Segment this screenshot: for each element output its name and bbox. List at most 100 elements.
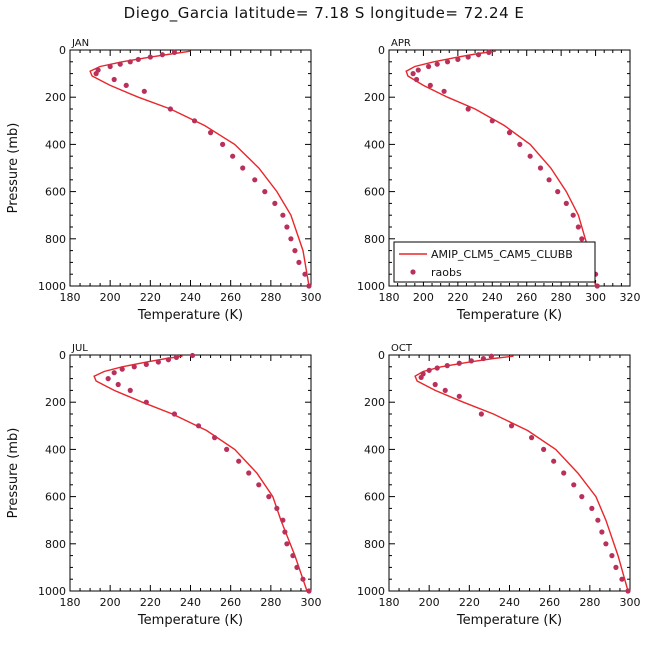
obs-point — [105, 376, 111, 382]
obs-point — [426, 367, 432, 373]
y-axis-label: Pressure (mb) — [6, 123, 21, 214]
obs-point — [434, 61, 440, 67]
y-tick-label: 400 — [364, 443, 385, 456]
obs-point — [288, 236, 294, 242]
obs-point — [127, 387, 133, 393]
obs-point — [555, 189, 561, 195]
obs-point — [189, 352, 196, 359]
obs-point — [455, 56, 461, 63]
x-tick-label: 300 — [301, 291, 322, 304]
y-tick-label: 400 — [45, 138, 66, 151]
obs-point — [579, 494, 585, 500]
x-tick-label: 260 — [220, 596, 241, 609]
obs-point — [266, 494, 272, 500]
obs-point — [127, 59, 133, 65]
x-tick-label: 180 — [379, 596, 400, 609]
obs-point — [432, 381, 438, 388]
y-tick-label: 600 — [364, 186, 385, 199]
obs-point — [603, 541, 609, 547]
y-tick-label: 1000 — [38, 280, 66, 293]
obs-point — [546, 177, 552, 183]
obs-point — [171, 411, 178, 417]
y-tick-label: 200 — [364, 91, 385, 104]
obs-point — [111, 370, 117, 376]
plot-frame — [69, 354, 312, 592]
x-tick-label: 260 — [539, 596, 560, 609]
plot-frame — [388, 354, 631, 592]
x-tick-label: 280 — [551, 291, 572, 304]
y-tick-label: 800 — [45, 538, 66, 551]
x-tick-label: 300 — [585, 291, 606, 304]
obs-point — [551, 458, 557, 464]
x-tick-label: 180 — [60, 596, 81, 609]
obs-point — [155, 359, 161, 365]
obs-point — [230, 153, 236, 159]
y-tick-label: 800 — [45, 233, 66, 246]
y-tick-label: 600 — [45, 491, 66, 504]
obs-point — [111, 76, 117, 83]
obs-point — [570, 212, 576, 218]
obs-point — [465, 106, 471, 112]
obs-point — [220, 141, 226, 147]
x-tick-label: 200 — [413, 291, 434, 304]
obs-point — [415, 67, 421, 73]
legend-label-model: AMIP_CLM5_CAM5_CLUBB — [431, 248, 573, 261]
obs-point — [619, 576, 625, 582]
obs-point — [563, 200, 569, 206]
obs-point — [478, 411, 484, 417]
obs-point — [246, 470, 252, 476]
obs-point — [282, 529, 288, 535]
obs-point — [274, 505, 280, 511]
obs-point — [489, 118, 495, 124]
x-axis-label: Temperature (K) — [137, 308, 243, 323]
obs-point — [131, 364, 137, 370]
panel-jan: 180 200 220 240 260 280 300 0 200 400 600 800 1000 JA… — [6, 38, 322, 323]
obs-point — [575, 224, 581, 230]
obs-point — [537, 165, 544, 171]
obs-point — [465, 54, 471, 60]
obs-point — [207, 130, 214, 136]
x-tick-label: 240 — [180, 596, 201, 609]
x-tick-label: 240 — [499, 596, 520, 609]
obs-point — [434, 365, 440, 371]
obs-point — [147, 54, 153, 60]
obs-point — [284, 224, 290, 230]
obs-point — [135, 56, 141, 63]
obs-point — [115, 381, 121, 388]
obs-point — [284, 541, 290, 547]
obs-point — [236, 458, 242, 464]
panel-jul: 180 200 220 240 260 280 300 0 200 400 600 800 1000 JU… — [6, 343, 322, 628]
x-tick-label: 300 — [620, 596, 641, 609]
y-tick-label: 0 — [59, 44, 66, 57]
legend-label-obs: raobs — [431, 266, 462, 279]
legend-box — [393, 241, 596, 283]
obs-point — [527, 153, 533, 159]
y-tick-label: 400 — [364, 138, 385, 151]
obs-point — [595, 517, 601, 523]
obs-point — [143, 399, 149, 405]
panel-label: JAN — [71, 38, 89, 49]
obs-point — [599, 529, 605, 535]
obs-point — [418, 374, 424, 381]
y-tick-label: 200 — [45, 396, 66, 409]
y-tick-label: 1000 — [357, 585, 385, 598]
y-tick-label: 200 — [364, 396, 385, 409]
x-tick-label: 180 — [379, 291, 400, 304]
obs-point — [528, 435, 535, 441]
obs-point — [444, 59, 451, 65]
x-tick-label: 280 — [260, 596, 281, 609]
obs-point — [119, 366, 125, 372]
obs-point — [413, 76, 420, 83]
y-tick-label: 600 — [364, 491, 385, 504]
obs-point — [252, 177, 258, 183]
x-tick-label: 220 — [140, 596, 161, 609]
obs-point — [508, 423, 515, 429]
obs-point — [300, 576, 306, 582]
series-line-model — [93, 355, 308, 592]
obs-point — [296, 259, 302, 265]
obs-point — [167, 106, 174, 112]
y-tick-label: 0 — [378, 349, 385, 362]
obs-point — [541, 446, 547, 452]
